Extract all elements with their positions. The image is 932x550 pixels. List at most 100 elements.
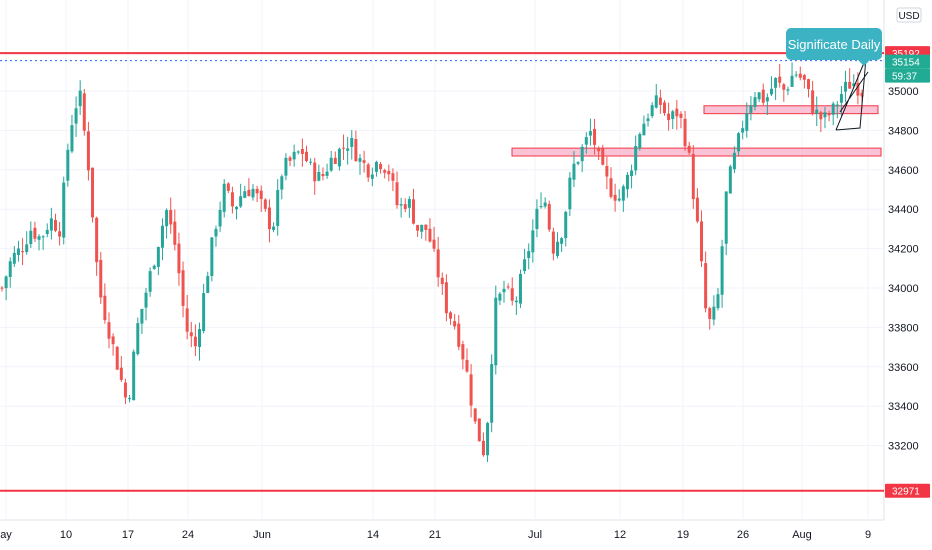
candle-body [432, 239, 436, 249]
candle-body [284, 157, 288, 176]
candle-body [584, 137, 588, 145]
candle-body [625, 174, 629, 190]
candle-body [259, 190, 263, 199]
candle-body [8, 261, 12, 277]
candle-body [111, 336, 115, 345]
x-tick-label: Jun [253, 529, 271, 541]
candle-body [16, 248, 20, 255]
candle-body [724, 191, 728, 244]
candle-body [765, 97, 769, 102]
candle-body [165, 210, 169, 227]
x-tick-label: 24 [182, 529, 194, 541]
candle-body [856, 82, 860, 96]
candle-body [206, 276, 210, 293]
candle-body [309, 161, 313, 163]
price-axis[interactable]: 33200 33400 33600 33800 34000 34200 34400 34600… [888, 86, 919, 453]
candle-body [58, 231, 62, 237]
candle-body [617, 198, 621, 201]
candle-body [572, 163, 576, 180]
candle-body [469, 374, 473, 406]
candle-body [778, 76, 782, 83]
candle-body [91, 167, 95, 218]
x-tick-label: Jul [528, 529, 542, 541]
y-tick-label: 33600 [888, 362, 919, 374]
candle-body [704, 263, 708, 309]
annotation-callout[interactable]: Significate Daily [786, 28, 882, 66]
candle-body [737, 133, 741, 152]
candle-body [609, 178, 613, 197]
candle-body [226, 183, 230, 191]
candle-body [152, 265, 156, 269]
candle-body [539, 206, 543, 208]
candle-body [683, 118, 687, 147]
candle-body [494, 297, 498, 366]
candle-body [374, 161, 378, 172]
candle-body [621, 186, 625, 201]
candle-body [45, 229, 49, 235]
candle-body [560, 238, 564, 244]
candle-body [835, 104, 839, 107]
candle-body [288, 157, 292, 161]
candle-body [103, 295, 107, 321]
candle-body [794, 74, 798, 76]
candle-body [531, 230, 535, 253]
candle-body [128, 398, 132, 400]
candle-body [41, 236, 45, 238]
candle-body [350, 137, 354, 147]
y-tick-label: 34200 [888, 244, 919, 256]
candle-body [502, 288, 506, 293]
candle-body [218, 209, 222, 227]
candle-body [346, 148, 350, 151]
candle-body [823, 112, 827, 118]
candle-body [123, 382, 127, 398]
candle-body [317, 172, 321, 181]
candle-body [82, 93, 86, 131]
candle-body [210, 237, 214, 276]
currency-box[interactable] [896, 7, 922, 23]
candle-body [844, 81, 848, 92]
candle-body [732, 152, 736, 170]
candle-body [798, 73, 802, 78]
candle-body [387, 170, 391, 175]
candle-body [518, 273, 522, 304]
wedge-lines[interactable] [835, 57, 869, 131]
candle-body [424, 224, 428, 230]
candle-body [457, 323, 461, 347]
candle-body [588, 131, 592, 136]
candle-body [815, 109, 819, 114]
candle-body [362, 160, 366, 163]
y-tick-label: 34600 [888, 165, 919, 177]
currency-label[interactable]: USD [896, 7, 922, 23]
candle-body [568, 177, 572, 210]
candle-body [37, 236, 41, 240]
zone-rect[interactable] [703, 105, 879, 115]
candle-body [185, 308, 189, 332]
candle-body [280, 176, 284, 190]
candle-body [49, 218, 53, 231]
candle-body [132, 351, 136, 401]
candle-body [99, 259, 103, 298]
candle-body [247, 189, 251, 197]
zone-rect[interactable] [511, 147, 882, 157]
candle-body [741, 128, 745, 133]
callout-box[interactable] [786, 28, 882, 60]
currency-text: USD [898, 11, 919, 22]
candle-body [490, 364, 494, 423]
time-axis[interactable]: ay 10 17 24 Jun 14 21 Jul 12 19 26 Aug 9 [0, 529, 871, 541]
candle-body [383, 170, 387, 173]
candle-body [613, 194, 617, 201]
y-tick-label: 34800 [888, 125, 919, 137]
candle-body [535, 208, 539, 229]
candle-body [807, 79, 811, 89]
candle-body [235, 206, 239, 210]
candle-body [564, 211, 568, 239]
candle-body [728, 166, 732, 194]
candle-body [243, 191, 247, 198]
candle-body [115, 346, 119, 370]
candle-body [366, 164, 370, 178]
